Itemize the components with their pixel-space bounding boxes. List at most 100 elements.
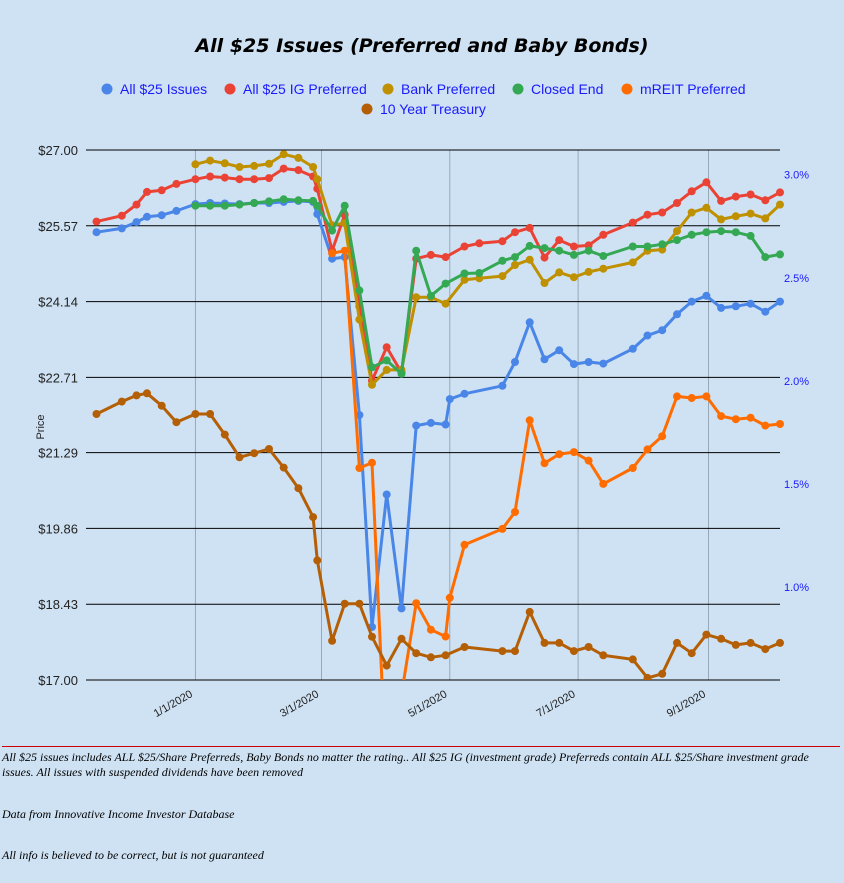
data-point xyxy=(746,190,755,199)
data-point xyxy=(746,638,755,647)
data-point xyxy=(569,250,578,259)
data-point xyxy=(540,638,549,647)
y-tick-label: $27.00 xyxy=(38,143,78,158)
data-point xyxy=(328,226,337,235)
data-point xyxy=(250,449,259,458)
data-point xyxy=(673,236,681,245)
legend: All $25 Issues All $25 IG Preferred Bank P… xyxy=(101,81,746,117)
data-point xyxy=(412,421,421,430)
data-point xyxy=(761,196,770,205)
data-point xyxy=(117,397,126,406)
data-point xyxy=(355,286,364,295)
data-point xyxy=(599,230,608,239)
data-point xyxy=(426,250,435,259)
data-point xyxy=(746,231,755,240)
legend-marker xyxy=(382,83,394,95)
data-point xyxy=(382,343,391,352)
data-point xyxy=(525,318,534,327)
data-point xyxy=(220,430,229,439)
data-point xyxy=(599,651,608,660)
y2-tick-label: 1.5% xyxy=(784,479,809,491)
data-point xyxy=(555,638,564,647)
data-point xyxy=(441,420,450,429)
data-point xyxy=(498,256,507,265)
data-point xyxy=(555,236,564,245)
legend-marker xyxy=(621,83,633,95)
data-point xyxy=(731,415,740,424)
data-point xyxy=(643,445,652,454)
chart: All $25 Issues (Preferred and Baby Bonds… xyxy=(35,35,809,720)
data-point xyxy=(309,513,318,522)
axes: 1/1/2020 3/1/2020 5/1/2020 7/1/2020 9/1/2020… xyxy=(38,143,809,720)
legend-label: All $25 Issues xyxy=(120,81,207,97)
data-point xyxy=(441,253,450,262)
data-point xyxy=(498,272,507,281)
data-point xyxy=(279,463,288,472)
data-point xyxy=(599,264,608,273)
data-point xyxy=(702,392,711,401)
data-point xyxy=(776,638,784,647)
y-tick-label: $25.57 xyxy=(38,219,78,234)
data-point xyxy=(191,201,200,210)
footnote-methodology: All $25 issues includes ALL $25/Share Pr… xyxy=(2,750,809,779)
data-point xyxy=(460,389,469,398)
legend-marker xyxy=(512,83,524,95)
data-point xyxy=(250,161,259,170)
series-line xyxy=(331,249,781,680)
data-point xyxy=(397,604,406,613)
data-point xyxy=(206,410,215,418)
data-point xyxy=(673,227,681,236)
data-point xyxy=(702,228,711,237)
data-point xyxy=(235,175,244,184)
data-point xyxy=(702,178,711,187)
legend-label: Bank Preferred xyxy=(401,81,495,97)
data-point xyxy=(511,261,519,269)
legend-item: All $25 IG Preferred xyxy=(224,81,367,97)
data-point xyxy=(776,420,784,428)
y-tick-label: $18.43 xyxy=(38,597,78,612)
data-point xyxy=(426,418,435,427)
data-point xyxy=(460,242,469,251)
data-point xyxy=(117,211,126,220)
data-point xyxy=(498,381,507,390)
data-point xyxy=(328,249,337,258)
x-tick-label: 1/1/2020 xyxy=(152,688,195,720)
x-tick-label: 7/1/2020 xyxy=(535,688,578,720)
data-point xyxy=(220,159,229,168)
y-tick-label: $19.86 xyxy=(38,521,78,536)
data-point xyxy=(250,199,259,207)
data-point xyxy=(584,358,593,366)
data-point xyxy=(382,365,391,374)
data-point xyxy=(412,599,421,608)
data-point xyxy=(294,196,303,205)
data-point xyxy=(441,632,450,641)
data-point xyxy=(475,269,484,277)
data-point xyxy=(673,199,681,207)
series-all-25-ig-preferred xyxy=(92,164,784,385)
data-point xyxy=(731,192,740,201)
y-tick-label: $22.71 xyxy=(38,370,78,385)
data-point xyxy=(250,175,259,184)
legend-marker xyxy=(224,83,236,95)
data-point xyxy=(92,410,101,418)
data-point xyxy=(717,196,726,205)
data-point xyxy=(191,175,200,184)
chart-title: All $25 Issues (Preferred and Baby Bonds… xyxy=(193,35,648,57)
data-point xyxy=(776,200,784,209)
data-point xyxy=(628,218,637,227)
y-tick-label: $24.14 xyxy=(38,295,78,310)
data-point xyxy=(673,392,681,401)
data-point xyxy=(340,246,349,255)
data-point xyxy=(569,448,578,457)
data-point xyxy=(525,416,534,425)
legend-label: mREIT Preferred xyxy=(640,81,746,97)
y-tick-label: $21.29 xyxy=(38,446,78,461)
data-point xyxy=(746,299,755,308)
data-point xyxy=(599,359,608,368)
data-point xyxy=(525,241,534,250)
data-point xyxy=(761,253,770,262)
data-point xyxy=(540,279,549,287)
data-point xyxy=(172,418,181,427)
series-closed-end xyxy=(191,195,784,378)
data-point xyxy=(441,299,450,308)
